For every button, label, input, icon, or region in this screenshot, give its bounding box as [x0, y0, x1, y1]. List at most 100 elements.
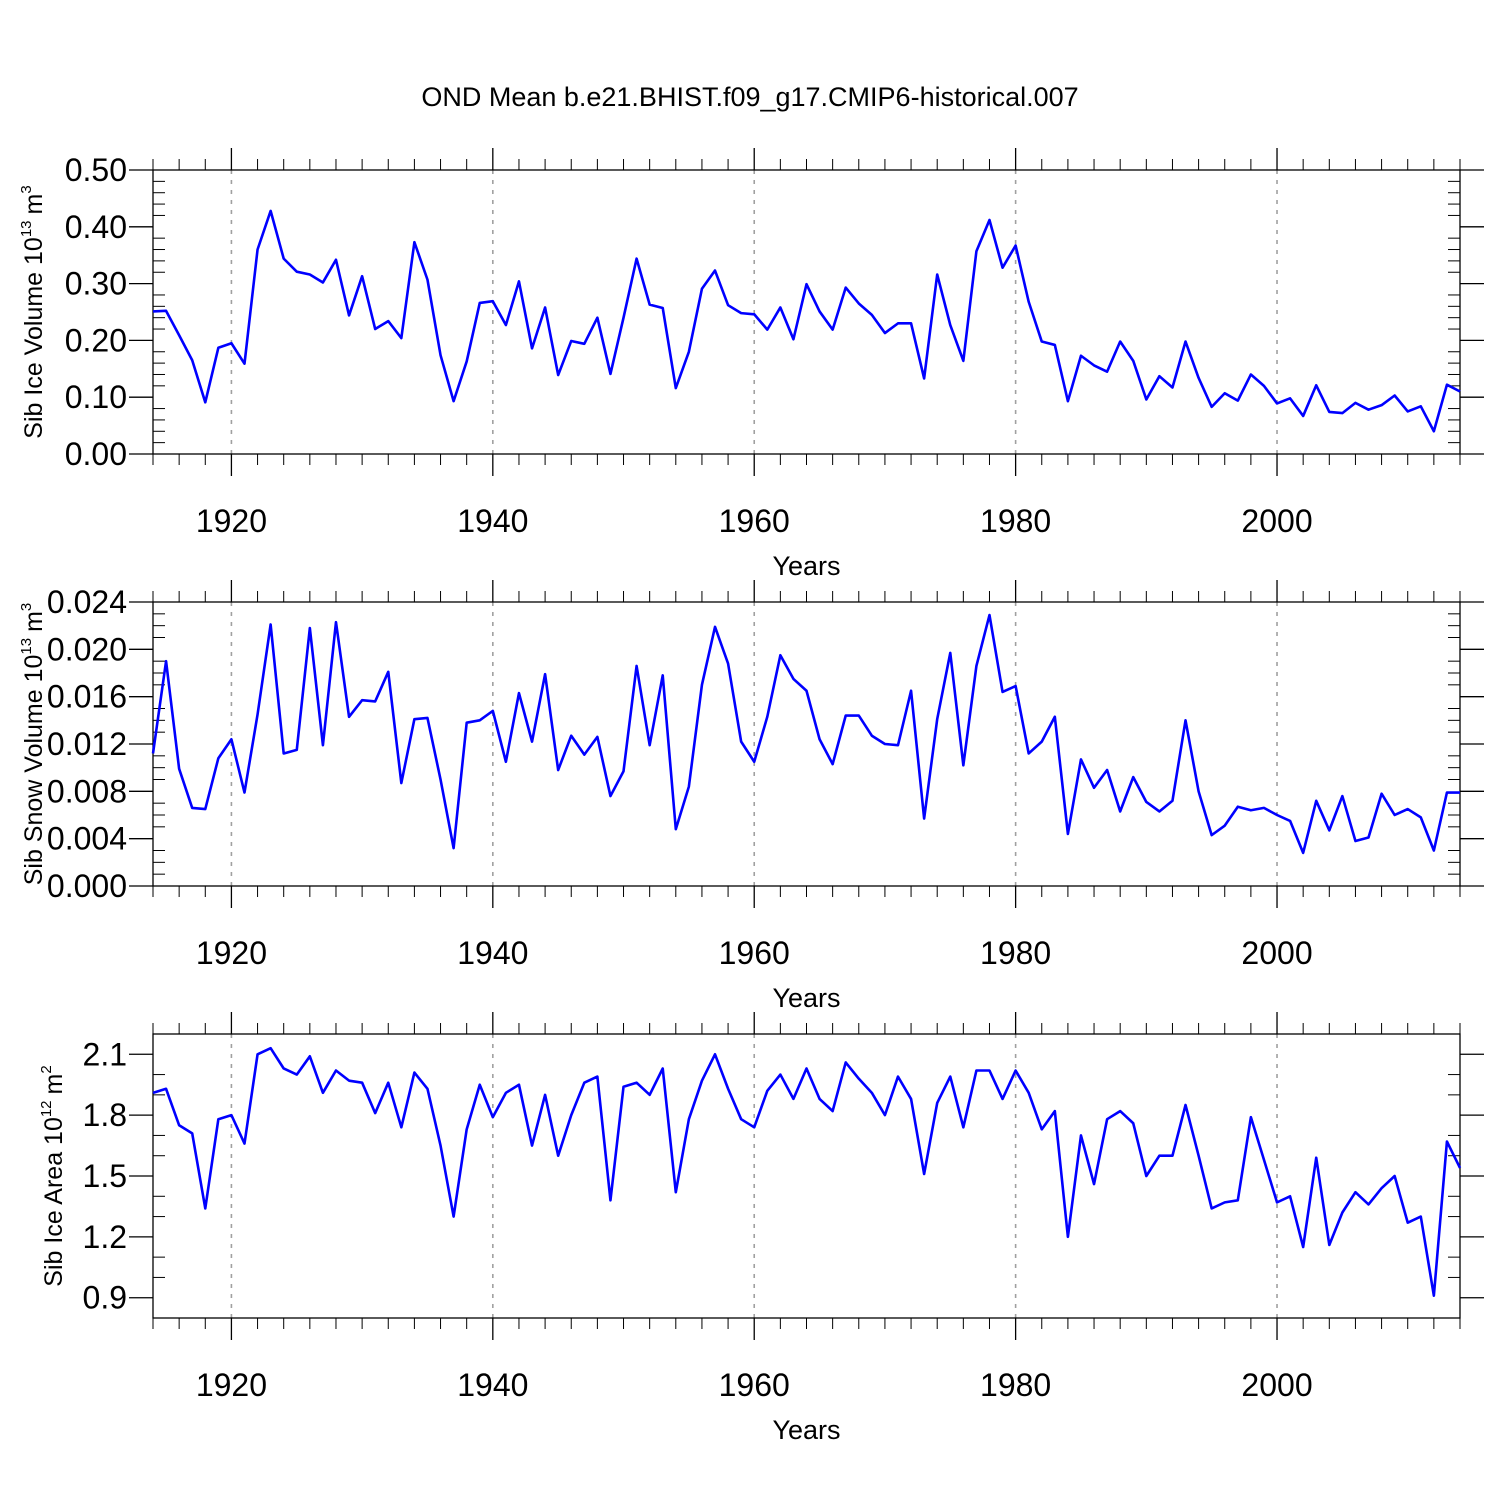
ice-volume-data-point	[622, 316, 626, 320]
ice-volume-data-point	[608, 372, 612, 376]
ice-volume-data-point	[229, 341, 233, 345]
ice-area-data-point	[282, 1066, 286, 1070]
ice-area-y-title-text: Sib Ice Area 10	[40, 1117, 68, 1287]
snow-volume-data-point	[399, 781, 403, 785]
ice-area-data-point	[791, 1097, 795, 1101]
snow-volume-y-tick-label: 0.024	[47, 584, 127, 620]
snow-volume-data-point	[1014, 684, 1018, 688]
ice-area-data-point	[1419, 1215, 1423, 1219]
snow-volume-data-point	[883, 742, 887, 746]
ice-area-data-point	[1118, 1109, 1122, 1113]
snow-volume-y-tick-label: 0.000	[47, 868, 127, 904]
ice-volume-y-title-exponent: 13	[18, 220, 35, 237]
ice-area-y-title-unit: m	[40, 1074, 68, 1095]
ice-volume-x-tick-label: 1940	[457, 503, 528, 539]
ice-volume-y-tick-label: 0.10	[65, 379, 127, 415]
snow-volume-data-point	[1288, 819, 1292, 823]
snow-volume-data-point	[216, 756, 220, 760]
snow-volume-y-title-exponent: 13	[18, 638, 35, 655]
ice-area-data-point	[269, 1046, 273, 1050]
snow-volume-data-point	[373, 699, 377, 703]
snow-volume-data-point	[582, 753, 586, 757]
ice-area-data-point	[308, 1054, 312, 1058]
snow-volume-data-point	[1027, 751, 1031, 755]
ice-area-data-point	[582, 1081, 586, 1085]
ice-area-data-point	[1170, 1154, 1174, 1158]
snow-volume-data-point	[229, 737, 233, 741]
ice-volume-data-point	[1288, 396, 1292, 400]
ice-volume-y-title-text: Sib Ice Volume 10	[20, 237, 48, 439]
snow-volume-data-point	[648, 743, 652, 747]
ice-volume-data-point	[1040, 340, 1044, 344]
ice-volume-data-point	[164, 309, 168, 313]
snow-volume-data-point	[1210, 833, 1214, 837]
ice-area-data-point	[1288, 1194, 1292, 1198]
ice-area-data-point	[608, 1198, 612, 1202]
snow-volume-data-point	[1131, 775, 1135, 779]
ice-area-data-point	[1001, 1097, 1005, 1101]
ice-area-data-point	[1301, 1245, 1305, 1249]
snow-volume-data-point	[1340, 794, 1344, 798]
snow-volume-data-point	[844, 714, 848, 718]
ice-volume-y-tick-label: 0.40	[65, 209, 127, 245]
ice-area-x-tick-label: 2000	[1241, 1367, 1312, 1403]
snow-volume-x-tick-label: 1980	[980, 935, 1051, 971]
ice-volume-data-point	[726, 303, 730, 307]
ice-area-data-point	[595, 1075, 599, 1079]
ice-volume-x-tick-label: 1920	[196, 503, 267, 539]
ice-area-panel: 1920 1940 1960 1980 2000 Years 0.9 1.2 1.5 1.8 2.1…	[38, 1012, 1484, 1445]
snow-volume-data-point	[726, 662, 730, 666]
snow-volume-data-point	[1105, 768, 1109, 772]
ice-area-data-point	[661, 1066, 665, 1070]
snow-volume-data-point	[622, 769, 626, 773]
snow-volume-data-point	[425, 716, 429, 720]
ice-volume-data-point	[1131, 359, 1135, 363]
ice-area-data-point	[504, 1091, 508, 1095]
snow-volume-data-point	[1249, 808, 1253, 812]
ice-volume-data-point	[870, 313, 874, 317]
snow-volume-data-point	[909, 689, 913, 693]
snow-volume-y-title-text: Sib Snow Volume 10	[20, 655, 48, 886]
snow-volume-data-point	[543, 672, 547, 676]
ice-volume-data-point	[425, 278, 429, 282]
ice-area-y-tick-label: 1.2	[83, 1219, 127, 1255]
ice-volume-y-tick-label: 0.00	[65, 436, 127, 472]
ice-area-data-point	[726, 1087, 730, 1091]
ice-volume-data-point	[883, 331, 887, 335]
ice-volume-data-point	[1105, 370, 1109, 374]
ice-area-data-point	[543, 1093, 547, 1097]
ice-volume-data-point	[321, 280, 325, 284]
snow-volume-data-point	[739, 740, 743, 744]
snow-volume-data-point	[242, 791, 246, 795]
ice-volume-y-axis: 0.00 0.10 0.20 0.30 0.40 0.50 Sib Ice Volume 1…	[18, 152, 1484, 472]
snow-volume-data-point	[674, 827, 678, 831]
ice-volume-data-point	[1380, 403, 1384, 407]
ice-area-data-point	[1353, 1190, 1357, 1194]
snow-volume-data-point	[1380, 792, 1384, 796]
ice-area-data-point	[360, 1081, 364, 1085]
snow-volume-y-tick-label: 0.012	[47, 726, 127, 762]
ice-volume-data-point	[386, 319, 390, 323]
snow-volume-data-point	[1001, 690, 1005, 694]
ice-volume-x-axis: 1920 1940 1960 1980 2000 Years	[152, 148, 1461, 581]
snow-volume-y-tick-label: 0.004	[47, 821, 127, 857]
snow-volume-data-point	[1118, 809, 1122, 813]
ice-area-data-point	[1327, 1243, 1331, 1247]
snow-volume-data-point	[661, 673, 665, 677]
ice-volume-series-line	[152, 209, 1461, 433]
ice-volume-y-axis-title: Sib Ice Volume 1013 m3	[18, 185, 48, 438]
ice-area-data-point	[229, 1113, 233, 1117]
ice-area-y-tick-label: 2.1	[83, 1036, 127, 1072]
ice-volume-data-point	[1314, 383, 1318, 387]
snow-volume-series-line	[151, 613, 1460, 855]
ice-volume-data-point	[412, 240, 416, 244]
snow-volume-data-point	[870, 734, 874, 738]
snow-volume-data-point	[961, 763, 965, 767]
snow-volume-data-point	[504, 760, 508, 764]
ice-volume-data-point	[177, 333, 181, 337]
ice-area-data-point	[1066, 1235, 1070, 1239]
snow-volume-x-tick-label: 2000	[1241, 935, 1312, 971]
snow-volume-data-point	[1170, 799, 1174, 803]
snow-volume-data-point	[1419, 815, 1423, 819]
